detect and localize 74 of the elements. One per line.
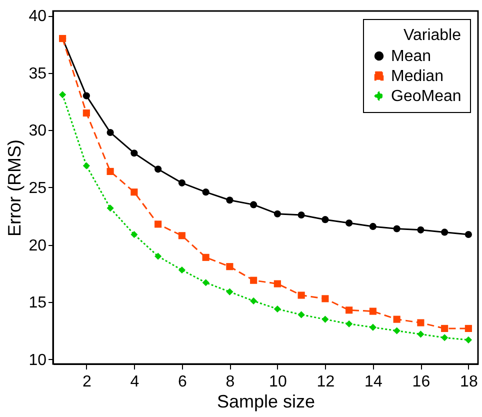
point (154, 220, 162, 228)
legend-label: Median (391, 68, 444, 85)
point (202, 188, 210, 196)
point (369, 308, 376, 315)
point (417, 330, 424, 338)
point (82, 92, 90, 100)
point (441, 324, 448, 332)
point (274, 280, 281, 288)
point (464, 336, 472, 344)
point (130, 150, 138, 157)
point (202, 254, 210, 261)
point (178, 232, 186, 240)
point (322, 295, 329, 302)
point (106, 128, 114, 136)
point (464, 324, 472, 332)
point (178, 266, 186, 274)
point (202, 279, 210, 286)
point (393, 327, 400, 334)
point (82, 109, 90, 117)
point (393, 316, 400, 323)
point (322, 316, 329, 323)
point (417, 319, 424, 326)
point (274, 305, 281, 313)
y-tick-label: 40 (28, 8, 47, 26)
point (226, 288, 234, 296)
x-tick-label: 16 (412, 374, 430, 390)
point (441, 228, 448, 236)
y-tick-label: 35 (28, 65, 47, 82)
point (130, 188, 138, 196)
point (250, 297, 258, 304)
point (154, 252, 162, 260)
point (441, 334, 448, 342)
point (130, 230, 138, 238)
point (346, 320, 353, 328)
point (298, 292, 305, 299)
point (369, 222, 376, 230)
point (154, 166, 162, 173)
legend-label: GeoMean (391, 88, 462, 105)
y-tick-label: 15 (28, 294, 47, 312)
point (250, 201, 258, 208)
point (178, 179, 186, 186)
point (322, 216, 329, 224)
x-tick-label: 10 (269, 374, 287, 390)
point (106, 168, 114, 175)
point (106, 204, 114, 212)
point (346, 220, 353, 227)
x-axis-title: Sample size (216, 392, 316, 412)
point (59, 91, 66, 98)
x-tick-label: 4 (130, 374, 140, 390)
y-axis-title: Error (RMS) (4, 140, 25, 236)
x-tick-label: 12 (316, 374, 335, 390)
y-tick-label: 10 (28, 352, 47, 369)
legend-title: Variable (403, 27, 462, 44)
point (226, 263, 234, 270)
x-tick-label: 14 (364, 374, 382, 390)
x-tick-label: 18 (460, 374, 478, 390)
legend-label: Mean (391, 48, 432, 65)
point (82, 162, 90, 170)
point (298, 211, 305, 219)
point (226, 196, 234, 204)
y-tick-label: 30 (28, 122, 47, 140)
y-tick-label: 20 (28, 237, 47, 254)
point (369, 324, 376, 331)
point (346, 306, 353, 314)
point (417, 226, 424, 234)
x-tick-label: 6 (178, 374, 187, 390)
point (393, 225, 400, 232)
x-tick-label: 8 (226, 374, 235, 390)
point (250, 276, 258, 284)
x-tick-label: 2 (82, 374, 92, 390)
point (274, 210, 281, 218)
point (298, 311, 305, 318)
point (464, 230, 472, 238)
y-tick-label: 25 (28, 180, 47, 197)
